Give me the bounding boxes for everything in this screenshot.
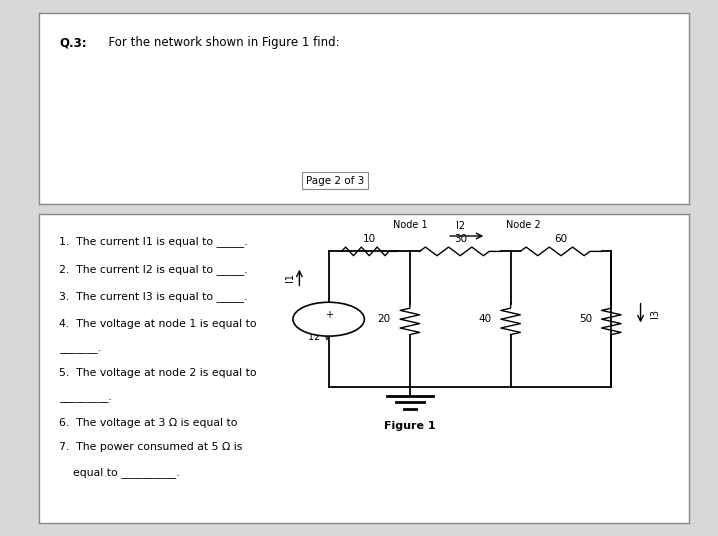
Text: 2.  The current I2 is equal to _____.: 2. The current I2 is equal to _____.: [59, 264, 248, 274]
Text: Node 2: Node 2: [506, 220, 541, 230]
Text: 5.  The voltage at node 2 is equal to: 5. The voltage at node 2 is equal to: [59, 369, 256, 378]
Text: 30: 30: [454, 234, 467, 244]
Text: 7.  The power consumed at 5 Ω is: 7. The power consumed at 5 Ω is: [59, 443, 243, 452]
Text: 60: 60: [554, 234, 567, 244]
Text: _______.: _______.: [59, 344, 101, 354]
Circle shape: [293, 302, 365, 336]
Text: 1.  The current I1 is equal to _____.: 1. The current I1 is equal to _____.: [59, 236, 248, 247]
Text: 6.  The voltage at 3 Ω is equal to: 6. The voltage at 3 Ω is equal to: [59, 418, 238, 428]
Text: 4.  The voltage at node 1 is equal to: 4. The voltage at node 1 is equal to: [59, 319, 256, 329]
Text: 20: 20: [378, 314, 391, 324]
Text: I1: I1: [284, 273, 294, 282]
Text: Node 1: Node 1: [393, 220, 427, 230]
Text: Q.3:: Q.3:: [59, 36, 87, 49]
Text: _________.: _________.: [59, 393, 112, 403]
Text: I3: I3: [651, 309, 661, 317]
Text: I2: I2: [456, 221, 465, 232]
Text: 3.  The current I3 is equal to _____.: 3. The current I3 is equal to _____.: [59, 292, 248, 302]
Text: equal to __________.: equal to __________.: [59, 467, 180, 478]
Text: For the network shown in Figure 1 find:: For the network shown in Figure 1 find:: [101, 36, 340, 49]
Text: Page 2 of 3: Page 2 of 3: [306, 176, 364, 186]
Text: 12 V: 12 V: [308, 331, 330, 341]
Text: 50: 50: [579, 314, 592, 324]
Text: 10: 10: [363, 234, 376, 244]
Text: Figure 1: Figure 1: [384, 421, 436, 431]
Text: 40: 40: [478, 314, 491, 324]
Text: +: +: [325, 310, 332, 319]
